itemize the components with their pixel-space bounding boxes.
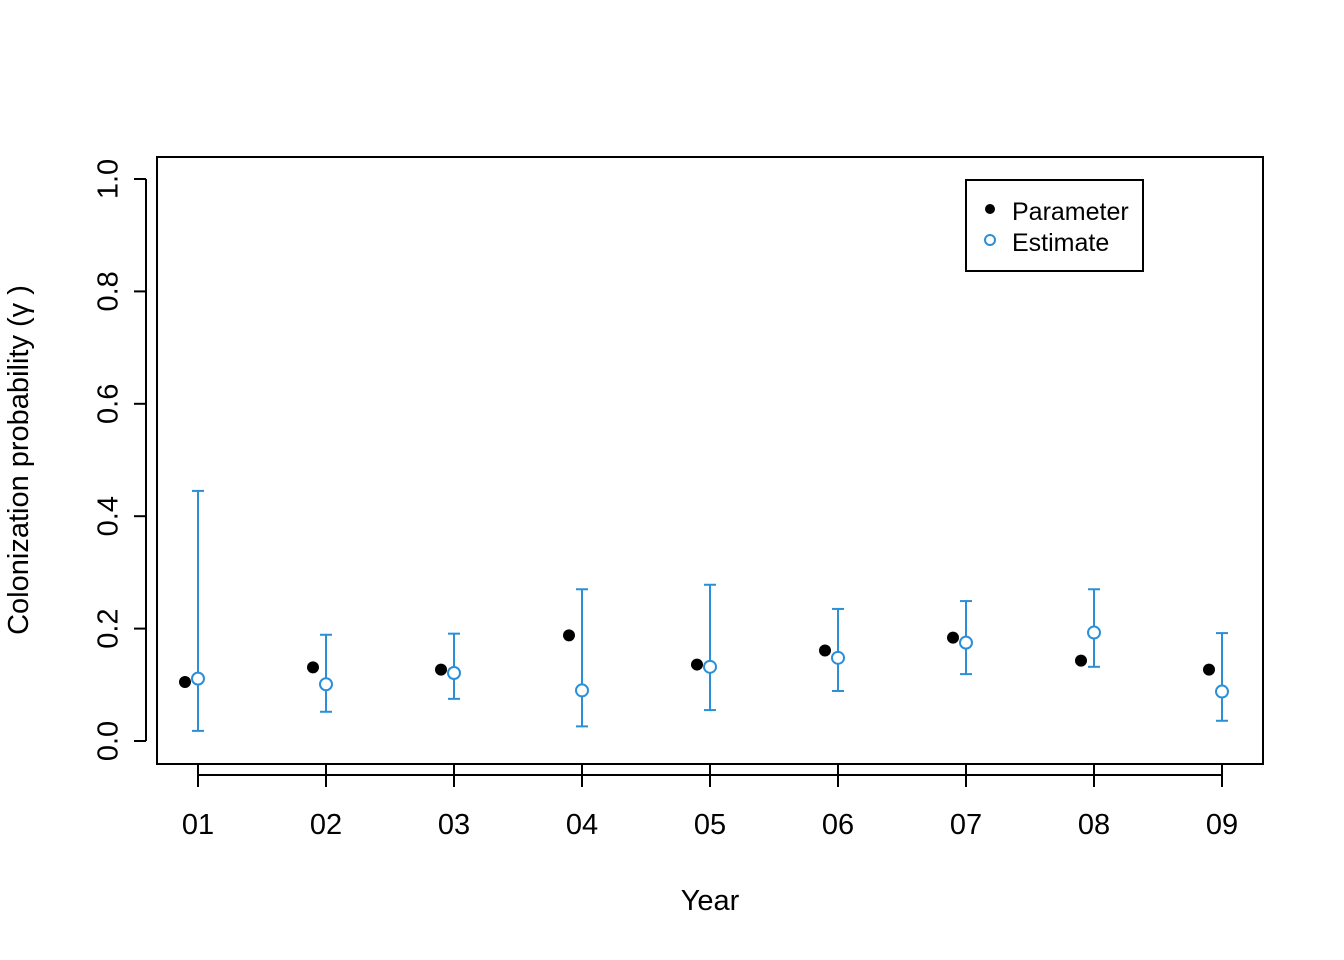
parameter-point: [563, 629, 575, 642]
x-tick-label: 06: [822, 809, 854, 841]
x-axis: 01 02 03 04 05 06 07 08 09: [182, 764, 1238, 841]
x-tick-label: 08: [1078, 809, 1110, 841]
x-tick-label: 09: [1206, 809, 1238, 841]
x-axis-title: Year: [681, 885, 740, 917]
estimate-point: [575, 683, 589, 698]
parameter-point: [691, 658, 703, 671]
parameter-point: [307, 661, 319, 674]
estimate-point: [959, 635, 973, 650]
legend-box: [965, 179, 1144, 272]
x-tick-label: 07: [950, 809, 982, 841]
parameter-point: [1075, 654, 1087, 667]
legend-marker-estimate: [984, 234, 996, 246]
error-bars: [192, 489, 1228, 732]
x-tick-label: 03: [438, 809, 470, 841]
x-tick-label: 02: [310, 809, 342, 841]
y-tick-label: 0.0: [93, 721, 125, 761]
y-tick-label: 0.4: [93, 496, 125, 536]
parameter-point: [819, 644, 831, 657]
estimate-point: [319, 677, 333, 692]
estimate-point: [831, 650, 845, 665]
y-axis: 0.0 0.2 0.4 0.6 0.8 1.0: [93, 159, 147, 761]
estimate-point: [447, 665, 461, 680]
parameter-point: [947, 631, 959, 644]
data-points: [179, 625, 1229, 699]
x-tick-label: 04: [566, 809, 598, 841]
y-axis-title: Colonization probability (γ ): [3, 285, 35, 635]
y-tick-label: 0.6: [93, 384, 125, 424]
legend-label-parameter: Parameter: [1012, 198, 1129, 226]
estimate-point: [1087, 625, 1101, 640]
x-tick-label: 01: [182, 809, 214, 841]
legend-label-estimate: Estimate: [1012, 229, 1109, 257]
y-tick-label: 0.2: [93, 608, 125, 648]
parameter-point: [435, 663, 447, 676]
legend-marker-parameter: [985, 204, 995, 214]
estimate-point: [1215, 684, 1229, 699]
estimate-point: [703, 659, 717, 674]
parameter-point: [179, 675, 191, 688]
y-tick-label: 0.8: [93, 271, 125, 311]
estimate-point: [191, 671, 205, 686]
parameter-point: [1203, 663, 1215, 676]
legend: Parameter Estimate: [965, 179, 1144, 272]
y-tick-label: 1.0: [93, 159, 125, 199]
x-tick-label: 05: [694, 809, 726, 841]
